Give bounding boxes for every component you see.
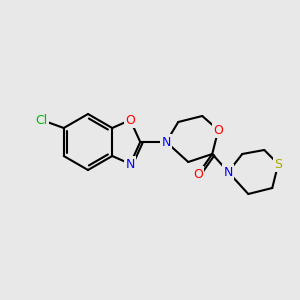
Text: Cl: Cl [36,113,48,127]
Text: O: O [193,167,203,181]
Text: S: S [274,158,282,170]
Text: N: N [224,166,233,178]
Text: O: O [213,124,223,136]
Text: O: O [125,113,135,127]
Text: N: N [126,158,135,170]
Text: N: N [162,136,171,148]
